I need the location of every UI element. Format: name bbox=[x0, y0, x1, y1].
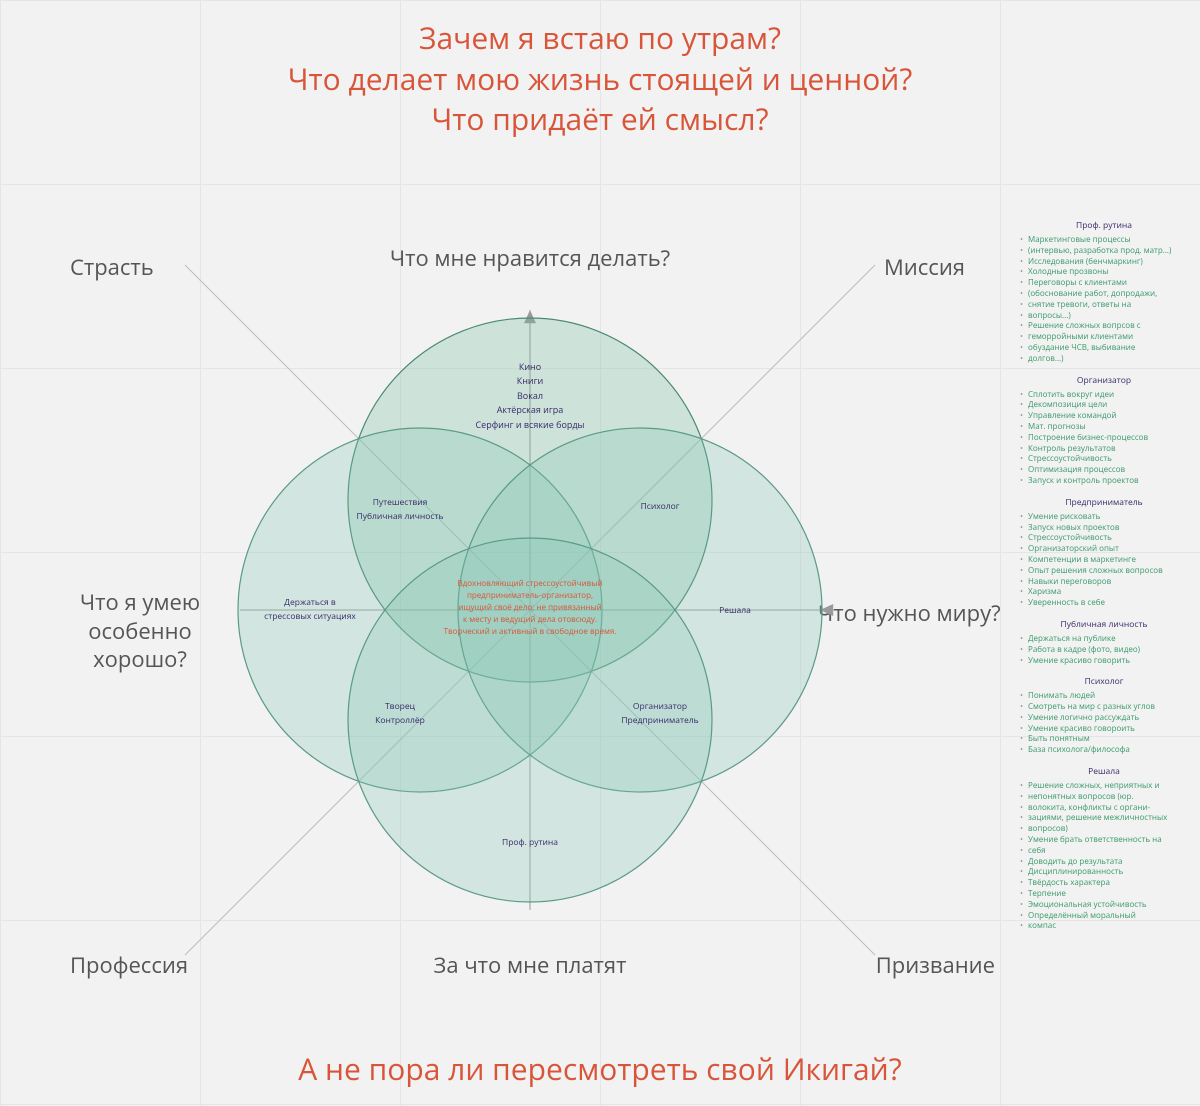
side-list-item: Работа в кадре (фото, видео) bbox=[1020, 645, 1194, 656]
side-block: Предприниматель Умение рисковатьЗапуск но… bbox=[1014, 497, 1194, 609]
side-block: Организатор Сплотить вокруг идеиДекомпози… bbox=[1014, 375, 1194, 487]
inner-bottom-only: Проф. рутина bbox=[455, 836, 605, 850]
side-panel: Проф. рутина Маркетинговые процессы(интер… bbox=[1014, 220, 1194, 942]
side-block-list: Умение рисковатьЗапуск новых проектовСтр… bbox=[1014, 512, 1194, 609]
inner-right-only: Решала bbox=[680, 604, 790, 618]
side-block-title: Предприниматель bbox=[1014, 497, 1194, 508]
side-block: Публичная личность Держаться на публикеРа… bbox=[1014, 619, 1194, 666]
side-block-list: Решение сложных, неприятных инепонятных … bbox=[1014, 781, 1194, 932]
side-block: Проф. рутина Маркетинговые процессы(интер… bbox=[1014, 220, 1194, 365]
inner-bottom-right: ОрганизаторПредприниматель bbox=[590, 700, 730, 727]
inner-top-left: ПутешествияПубличная личность bbox=[330, 496, 470, 523]
side-block-list: Понимать людейСмотреть на мир с разных у… bbox=[1014, 691, 1194, 756]
side-block-title: Проф. рутина bbox=[1014, 220, 1194, 231]
side-block-list: Держаться на публикеРабота в кадре (фото… bbox=[1014, 634, 1194, 666]
side-list-item: База психолога/философа bbox=[1020, 745, 1194, 756]
side-block: Решала Решение сложных, неприятных инепон… bbox=[1014, 766, 1194, 932]
side-block: Психолог Понимать людейСмотреть на мир с … bbox=[1014, 676, 1194, 756]
side-block-title: Психолог bbox=[1014, 676, 1194, 687]
side-list-item: Построение бизнес-процессов bbox=[1020, 433, 1194, 444]
side-list-item: долгов...) bbox=[1020, 354, 1194, 365]
side-list-item: Умение красиво говорить bbox=[1020, 656, 1194, 667]
side-block-list: Сплотить вокруг идеиДекомпозиция целиУпр… bbox=[1014, 390, 1194, 487]
side-list-item: Опыт решения сложных вопросов bbox=[1020, 566, 1194, 577]
inner-top-only: КиноКнигиВокалАктёрская играСерфинг и вс… bbox=[455, 360, 605, 432]
inner-center: Вдохновляющий стрессоустойчивыйпредприни… bbox=[430, 578, 630, 638]
side-block-title: Решала bbox=[1014, 766, 1194, 777]
inner-top-right: Психолог bbox=[590, 500, 730, 514]
side-list-item: Уверенность в себе bbox=[1020, 598, 1194, 609]
side-block-title: Публичная личность bbox=[1014, 619, 1194, 630]
side-list-item: снятие тревоги, ответы на bbox=[1020, 300, 1194, 311]
side-list-item: компас bbox=[1020, 921, 1194, 932]
inner-bottom-left: ТворецКонтроллёр bbox=[330, 700, 470, 727]
side-list-item: Запуск и контроль проектов bbox=[1020, 476, 1194, 487]
side-list-item: Умение брать ответственность на bbox=[1020, 835, 1194, 846]
side-block-list: Маркетинговые процессы(интервью, разрабо… bbox=[1014, 235, 1194, 365]
side-list-item: (интервью, разработка прод. матр...) bbox=[1020, 246, 1194, 257]
inner-left-only: Держаться встрессовых ситуациях bbox=[250, 596, 370, 623]
side-list-item: Умение рисковать bbox=[1020, 512, 1194, 523]
side-block-title: Организатор bbox=[1014, 375, 1194, 386]
